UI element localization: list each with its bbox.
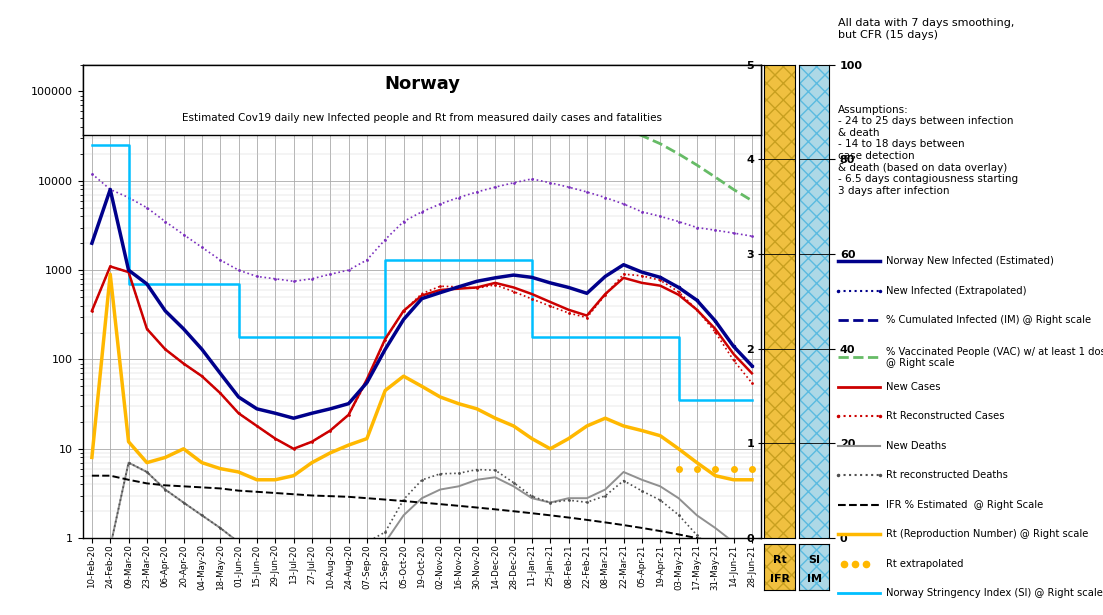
Text: Rt Reconstructed Cases: Rt Reconstructed Cases	[886, 411, 1004, 421]
Text: Estimated Cov19 daily new Infected people and Rt from measured daily cases and f: Estimated Cov19 daily new Infected peopl…	[182, 113, 662, 122]
Text: Rt (Reproduction Number) @ Right scale: Rt (Reproduction Number) @ Right scale	[886, 530, 1088, 539]
Text: IFR % Estimated  @ Right Scale: IFR % Estimated @ Right Scale	[886, 500, 1043, 510]
Text: Norway Stringency Index (SI) @ Right scale: Norway Stringency Index (SI) @ Right sca…	[886, 589, 1103, 598]
Text: All data with 7 days smoothing,
but CFR (15 days): All data with 7 days smoothing, but CFR …	[838, 18, 1015, 40]
Text: IFR: IFR	[770, 574, 790, 584]
Text: Norway: Norway	[384, 76, 460, 93]
Text: Rt reconstructed Deaths: Rt reconstructed Deaths	[886, 470, 1007, 480]
Text: Rt: Rt	[773, 555, 786, 565]
Text: Rt extrapolated: Rt extrapolated	[886, 559, 963, 569]
Text: SI: SI	[808, 555, 820, 565]
Text: New Deaths: New Deaths	[886, 441, 946, 451]
Text: IM: IM	[806, 574, 822, 584]
Text: Assumptions:
- 24 to 25 days between infection
& death
- 14 to 18 days between
c: Assumptions: - 24 to 25 days between inf…	[838, 105, 1018, 196]
Text: Norway New Infected (Estimated): Norway New Infected (Estimated)	[886, 256, 1053, 266]
Text: % Vaccinated People (VAC) w/ at least 1 dose
@ Right scale: % Vaccinated People (VAC) w/ at least 1 …	[886, 346, 1103, 368]
Text: New Infected (Extrapolated): New Infected (Extrapolated)	[886, 286, 1026, 296]
Text: New Cases: New Cases	[886, 382, 940, 392]
Text: % Cumulated Infected (IM) @ Right scale: % Cumulated Infected (IM) @ Right scale	[886, 315, 1091, 325]
